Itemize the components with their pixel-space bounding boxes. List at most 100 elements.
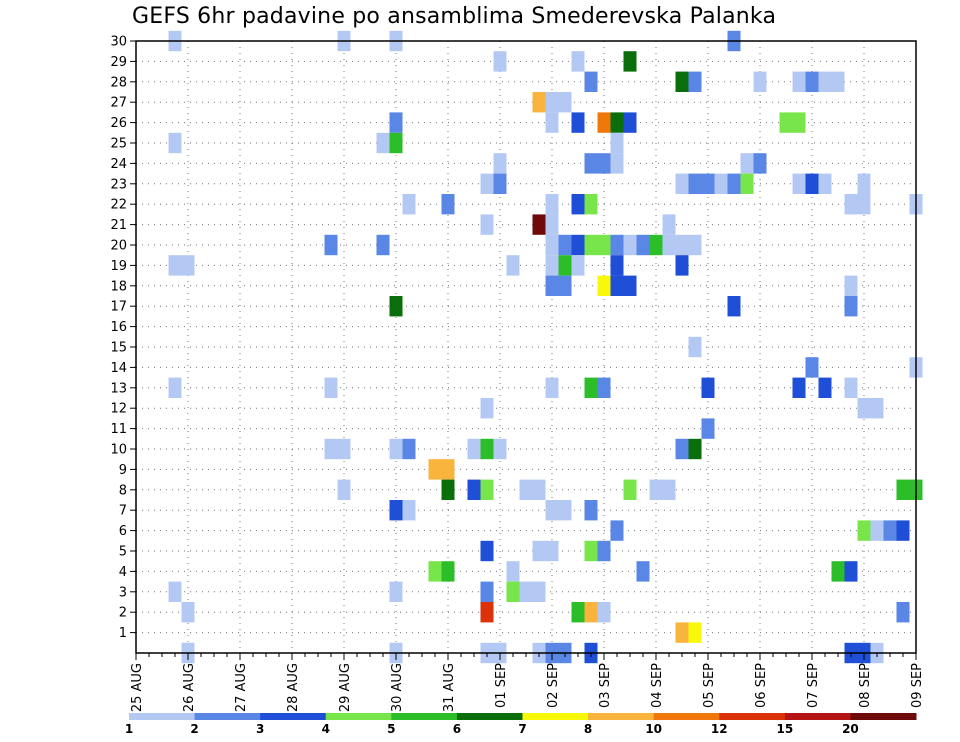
heatmap-cell: [597, 153, 611, 174]
colorbar-label: 15: [776, 722, 793, 736]
heatmap-cell: [402, 500, 416, 521]
y-tick-label: 8: [119, 483, 127, 498]
x-tick-label: 27 AUG: [234, 663, 249, 712]
x-tick-label: 28 AUG: [286, 663, 301, 712]
heatmap-cell: [662, 479, 676, 500]
heatmap-cell: [584, 234, 598, 256]
colorbar-label: 7: [518, 722, 526, 736]
heatmap-cell: [597, 112, 611, 133]
heatmap-cell: [701, 173, 715, 194]
y-tick-label: 25: [110, 137, 127, 152]
colorbar-label: 1: [125, 722, 133, 736]
colorbar-segment: [391, 713, 458, 720]
heatmap-cell: [649, 479, 663, 500]
heatmap-cell: [597, 540, 611, 562]
y-tick-label: 22: [110, 198, 127, 213]
x-tick-label: 01 SEP: [494, 663, 509, 708]
heatmap-cell: [532, 92, 546, 113]
x-tick-label: 30 AUG: [390, 663, 405, 712]
colorbar-label: 10: [645, 722, 662, 736]
heatmap-cell: [701, 418, 715, 439]
heatmap-cell: [545, 92, 559, 113]
heatmap-cell: [779, 112, 793, 133]
y-tick-label: 2: [119, 606, 127, 621]
x-tick-label: 04 SEP: [650, 663, 665, 708]
heatmap-cell: [428, 459, 442, 480]
heatmap-cell: [675, 438, 689, 460]
heatmap-cell: [675, 622, 689, 643]
heatmap-cell: [584, 153, 598, 174]
y-tick-label: 6: [119, 524, 127, 539]
heatmap-cell: [571, 112, 585, 133]
heatmap-cell: [402, 438, 416, 460]
heatmap-cell: [337, 438, 351, 460]
colorbar-label: 5: [387, 722, 395, 736]
y-tick-label: 23: [110, 177, 127, 192]
heatmap-cell: [610, 234, 624, 256]
heatmap-cell: [181, 602, 195, 623]
heatmap-cell: [623, 275, 637, 296]
heatmap-cell: [571, 255, 585, 276]
heatmap-cell: [558, 500, 572, 521]
heatmap-cell: [740, 173, 754, 194]
heatmap-cell: [389, 112, 403, 133]
y-tick-label: 19: [110, 259, 127, 274]
y-tick-label: 3: [119, 585, 127, 600]
colorbar-segment: [325, 713, 392, 720]
heatmap-cell: [324, 438, 338, 460]
x-tick-label: 07 SEP: [806, 663, 821, 708]
heatmap-cell: [831, 71, 845, 92]
y-tick-label: 13: [110, 381, 127, 396]
colorbar-segment: [850, 713, 917, 720]
heatmap-cell: [545, 234, 559, 256]
x-tick-label: 26 AUG: [182, 663, 197, 712]
heatmap-cell: [389, 132, 403, 154]
y-tick-label: 29: [110, 55, 127, 70]
heatmap-cell: [545, 255, 559, 276]
heatmap-cells: [168, 30, 923, 664]
heatmap-cell: [467, 479, 481, 500]
heatmap-cell: [896, 520, 910, 541]
heatmap-cell: [558, 275, 572, 296]
heatmap-cell: [610, 275, 624, 296]
heatmap-cell: [545, 377, 559, 398]
y-tick-label: 16: [110, 320, 127, 335]
heatmap-cell: [792, 71, 806, 92]
x-tick-label: 05 SEP: [702, 663, 717, 708]
heatmap-cell: [545, 540, 559, 562]
x-tick-label: 03 SEP: [598, 663, 613, 708]
heatmap-cell: [597, 602, 611, 623]
x-tick-label: 08 SEP: [858, 663, 873, 708]
heatmap-cell: [857, 520, 871, 541]
heatmap-cell: [636, 234, 650, 256]
heatmap-cell: [623, 51, 637, 72]
colorbar-segment: [784, 713, 851, 720]
heatmap-cell: [168, 581, 182, 602]
heatmap-cell: [714, 173, 728, 194]
heatmap-cell: [584, 540, 598, 562]
heatmap-cell: [337, 479, 351, 500]
x-tick-label: 02 SEP: [546, 663, 561, 708]
heatmap-cell: [532, 540, 546, 562]
heatmap-cell: [805, 173, 819, 194]
colorbar-segment: [456, 713, 523, 720]
heatmap-cell: [545, 214, 559, 235]
heatmap-cell: [844, 296, 858, 317]
y-tick-label: 11: [110, 422, 127, 437]
colorbar-segment: [129, 713, 196, 720]
heatmap-cell: [623, 479, 637, 500]
colorbar-label: 8: [584, 722, 592, 736]
heatmap-cell: [545, 275, 559, 296]
heatmap-cell: [857, 194, 871, 215]
heatmap-cell: [480, 398, 494, 419]
heatmap-cell: [545, 194, 559, 215]
heatmap-cell: [896, 602, 910, 623]
heatmap-cell: [610, 132, 624, 154]
heatmap-cell: [519, 581, 533, 602]
y-tick-label: 26: [110, 116, 127, 131]
heatmap-cell: [519, 479, 533, 500]
y-tick-label: 24: [110, 157, 127, 172]
heatmap-cell: [571, 234, 585, 256]
heatmap-cell: [480, 214, 494, 235]
